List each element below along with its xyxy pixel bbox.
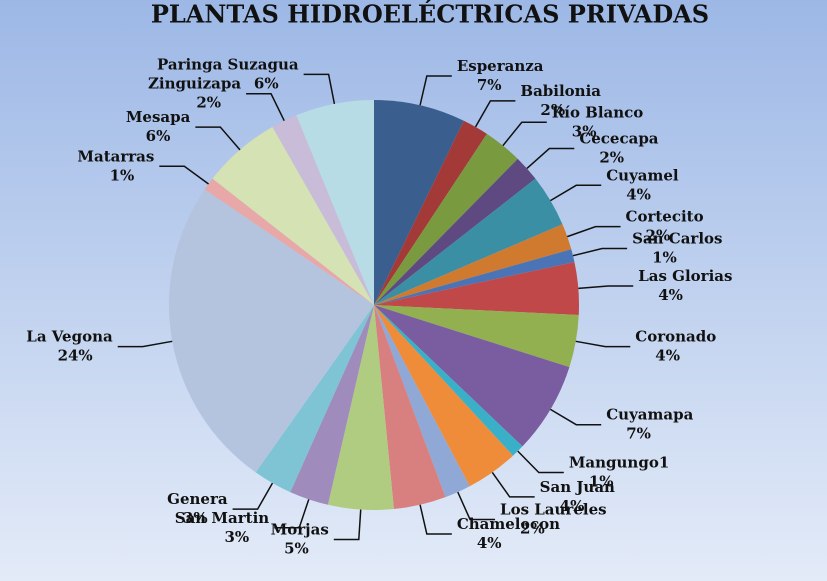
pie-slice <box>374 305 579 368</box>
leader-line <box>333 509 362 541</box>
slice-label: Morjas <box>271 521 329 539</box>
leader-line <box>303 73 336 105</box>
slice-label: Mangungo1 <box>569 454 669 472</box>
slice-label: Cortecito <box>626 208 704 226</box>
pie-slice <box>212 126 374 305</box>
slice-label: Chamelecon <box>457 515 560 533</box>
pie-slice <box>374 178 563 305</box>
pie-slice <box>374 249 575 305</box>
leader-line <box>578 285 634 290</box>
pie-slice <box>204 178 374 305</box>
slice-label: Paringa Suzagua <box>157 55 299 73</box>
leader-line <box>502 121 547 147</box>
slice-label: Los Laureles <box>500 500 607 518</box>
slice-value-label: 4% <box>658 286 683 304</box>
slice-label: La Vegona <box>26 328 113 346</box>
pie-slice <box>374 120 487 305</box>
pie-slice <box>374 158 536 305</box>
pie-slice <box>374 305 446 510</box>
slice-value-label: 6% <box>146 127 171 145</box>
slice-value-label: 1% <box>589 473 614 491</box>
leader-line <box>419 75 452 106</box>
slice-value-label: 7% <box>626 425 651 443</box>
slice-label: Río Blanco <box>552 103 644 121</box>
slice-value-label: 3% <box>183 509 208 527</box>
leader-line <box>567 225 621 238</box>
slice-value-label: 6% <box>254 74 279 92</box>
leader-line <box>274 499 310 529</box>
leader-line <box>491 471 535 498</box>
pie-slice <box>272 115 374 305</box>
slice-label: San Carlos <box>632 229 722 247</box>
slice-value-label: 2% <box>540 101 565 119</box>
slice-value-label: 2% <box>520 519 545 537</box>
leader-line <box>474 100 516 128</box>
slice-value-label: 2% <box>196 94 221 112</box>
pie-slice <box>374 305 523 456</box>
slice-label: Zinguizapa <box>148 75 241 93</box>
slice-label: Matarras <box>77 147 154 165</box>
slice-label: Genera <box>167 490 228 508</box>
pie-slice <box>374 305 570 447</box>
pie-slice <box>290 305 374 505</box>
slice-value-label: 3% <box>225 528 250 546</box>
leader-line <box>572 247 628 257</box>
leader-line <box>526 147 575 170</box>
slice-value-label: 4% <box>655 347 680 365</box>
slice-value-label: 4% <box>477 534 502 552</box>
slice-label: Esperanza <box>457 57 544 75</box>
slice-value-label: 4% <box>626 185 651 203</box>
leader-line <box>195 126 241 151</box>
leader-line <box>232 482 274 510</box>
pie-slice <box>374 305 513 487</box>
slice-label: Coronado <box>635 328 716 346</box>
leader-line <box>550 408 602 426</box>
slice-value-label: 24% <box>58 347 93 365</box>
pie-slice <box>374 133 518 305</box>
slice-label: Cuyamapa <box>606 406 693 424</box>
pie-slice <box>374 100 464 305</box>
slice-label: Mesapa <box>126 108 191 126</box>
leader-line <box>575 340 631 348</box>
pie-slice <box>327 305 394 511</box>
pie-slice <box>255 305 374 493</box>
leader-line <box>246 92 285 122</box>
slice-label: Babilonia <box>520 82 601 100</box>
slice-label: Cececapa <box>579 130 658 148</box>
slice-value-label: 5% <box>284 540 309 558</box>
slice-label: San Martin <box>175 509 270 527</box>
leader-line <box>419 504 452 535</box>
leader-line <box>457 491 496 521</box>
slice-value-label: 2% <box>646 227 671 245</box>
leader-line <box>517 450 564 474</box>
leader-line <box>159 165 209 185</box>
slice-label: San Juan <box>540 478 615 496</box>
slice-value-label: 4% <box>560 497 585 515</box>
chart-title: PLANTAS HIDROELÉCTRICAS PRIVADAS <box>151 0 709 29</box>
slice-value-label: 1% <box>652 248 677 266</box>
pie-slice <box>374 305 470 498</box>
slice-value-label: 7% <box>477 76 502 94</box>
slice-value-label: 2% <box>599 149 624 167</box>
slice-label: Cuyamel <box>606 166 679 184</box>
slice-value-label: 1% <box>110 166 135 184</box>
pie-slice <box>374 224 572 305</box>
slice-value-label: 3% <box>572 122 597 140</box>
leader-line <box>117 340 173 348</box>
pie-slice <box>169 189 374 473</box>
leader-line <box>550 184 602 202</box>
pie-slice <box>374 262 579 315</box>
pie-slice <box>296 100 374 305</box>
slice-label: Las Glorias <box>638 267 732 285</box>
